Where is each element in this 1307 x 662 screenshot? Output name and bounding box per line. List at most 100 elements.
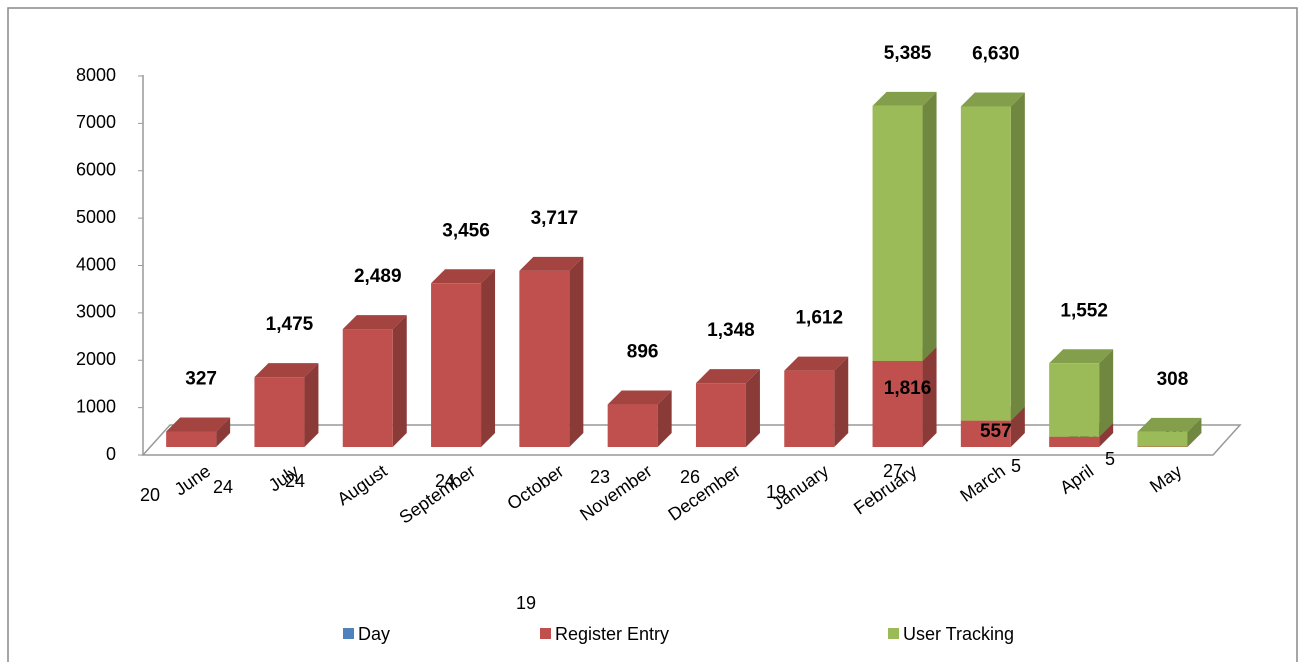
bar-side [922,346,937,447]
legend-swatch [343,628,354,639]
bar-segment [960,92,1025,421]
bar-front [872,105,923,361]
value-label: 3,717 [531,208,579,229]
bar-front [695,383,746,447]
legend-label: User Tracking [903,624,1014,644]
bar-side [392,315,407,447]
bar-side [1099,349,1114,437]
day-label: 24 [435,471,455,491]
value-label: 3,456 [442,220,490,241]
legend-label: Register Entry [555,624,669,644]
bar-segment [166,417,231,447]
y-tick-label: 0 [106,444,116,464]
value-label: 1,552 [1060,300,1108,321]
bar-top [254,363,319,378]
bar-side [1010,406,1025,447]
bar-top [431,269,496,284]
bar-top [1049,349,1114,364]
day-label: 24 [285,471,305,491]
bar-segment [254,363,319,447]
bar-front [519,270,570,447]
value-label: 557 [980,421,1012,442]
value-label: 6,630 [972,44,1020,65]
bar-top [1137,417,1202,432]
bar-front [960,106,1011,421]
bar-side [481,269,496,447]
bar-front [1049,436,1100,447]
x-tick-label: December [664,461,743,525]
day-label: 23 [590,467,610,487]
value-label: 308 [1157,369,1189,390]
y-tick-label: 6000 [76,160,116,180]
day-label: 5 [1011,456,1021,476]
bar-top [784,356,849,371]
value-label: 1,348 [707,320,755,341]
value-label: 896 [627,342,659,363]
bar-side [922,91,937,361]
y-tick-label: 5000 [76,207,116,227]
value-label: 1,475 [266,314,314,335]
bar-segment [784,356,849,447]
legend-swatch [888,628,899,639]
bar-front [166,431,217,447]
bar-front [1137,431,1188,447]
floor [141,424,1242,456]
bar-side [569,256,584,447]
bar-side [1187,417,1202,447]
bar-front [342,329,393,447]
value-label: 5,385 [884,43,932,64]
bar-front [960,420,1011,447]
bar-front [254,377,305,447]
legend-swatch [540,628,551,639]
bar-top [872,91,937,106]
bar-side [1187,432,1202,447]
day-label: 26 [680,467,700,487]
bar-side [657,390,672,447]
y-tick-label: 7000 [76,112,116,132]
x-tick-label: August [333,461,390,510]
x-tick-label: May [1146,461,1185,497]
bar-front [1049,363,1100,437]
bar-segment [431,269,496,447]
x-tick-label: October [503,461,567,514]
day-label: 20 [140,485,160,505]
bar-front [872,360,923,447]
y-tick-label: 2000 [76,349,116,369]
bar-side [216,417,231,447]
bar-segment [872,91,937,361]
bar-top [519,256,584,271]
bar-side [304,363,319,447]
y-tick-label: 8000 [76,65,116,85]
day-label: 19 [516,593,536,613]
y-tick-label: 3000 [76,302,116,322]
value-label: 1,612 [795,308,843,329]
bar-top [342,315,407,330]
bar-front [784,370,835,447]
bar-segment [519,256,584,447]
y-tick-label: 1000 [76,396,116,416]
day-label: 27 [883,461,903,481]
bar-top [607,390,672,405]
bar-segment [342,315,407,447]
bar-segment [1049,349,1114,437]
day-label: 24 [213,477,233,497]
x-tick-label: November [576,461,655,525]
bar-segment [695,369,760,447]
bar-side [1010,92,1025,421]
day-label: 5 [1105,449,1115,469]
legend-label: Day [358,624,390,644]
bar-front [607,404,658,447]
bar-top [695,369,760,384]
bar-side [745,369,760,447]
bar-front [431,283,482,447]
bar-segment [607,390,672,447]
value-label: 327 [185,369,217,390]
y-tick-label: 4000 [76,254,116,274]
chart-border [7,7,1298,662]
bar-top [166,417,231,432]
x-tick-label: April [1056,461,1097,498]
bar-segment [1137,417,1202,447]
bar-side [834,356,849,447]
value-label: 1,816 [884,378,932,399]
